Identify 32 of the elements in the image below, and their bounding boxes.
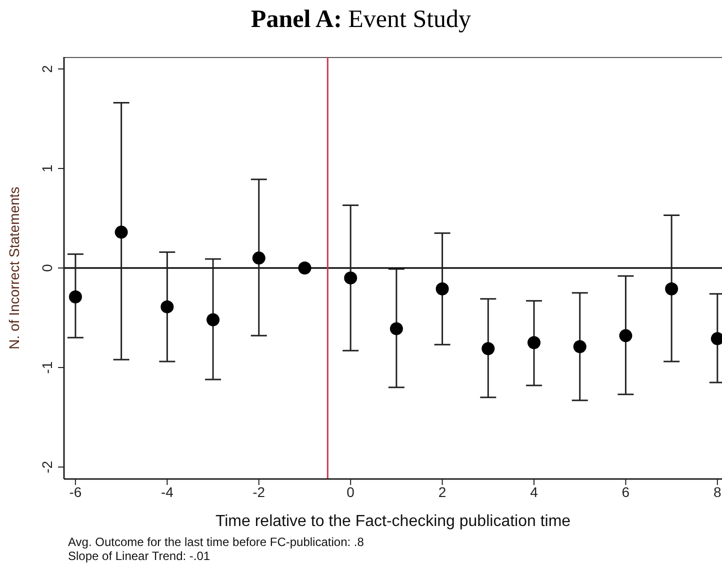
y-axis-title: N. of Incorrect Statements <box>6 186 22 350</box>
point <box>344 271 358 284</box>
x-axis-title: Time relative to the Fact-checking publication time <box>215 513 571 530</box>
point <box>114 226 128 239</box>
point <box>160 300 174 314</box>
y-tick-label: 1 <box>39 164 55 172</box>
x-tick-label: 2 <box>438 484 446 500</box>
x-tick-label: 0 <box>346 484 355 500</box>
y-tick-label: -1 <box>39 361 55 374</box>
chart-title: Panel A: Event Study <box>250 6 472 33</box>
point <box>252 252 266 265</box>
x-tick-label: 8 <box>714 484 722 500</box>
x-tick-label: 4 <box>530 484 538 500</box>
x-tick-label: -4 <box>160 484 174 500</box>
point <box>528 336 540 350</box>
point <box>436 282 449 296</box>
point <box>665 282 678 296</box>
text: Avg. Outcome for the last time before FC-publication: .8 <box>68 535 364 549</box>
y-tick-label: -2 <box>39 460 55 474</box>
point <box>390 322 403 336</box>
text: Slope of Linear Trend: -.01 <box>68 549 212 563</box>
point <box>619 329 632 342</box>
x-tick-label: -6 <box>69 484 82 500</box>
point <box>482 342 495 356</box>
point <box>573 340 586 354</box>
x-tick-label: -2 <box>252 484 266 500</box>
point <box>68 290 82 304</box>
y-tick-label: 0 <box>39 264 55 272</box>
x-tick-label: 6 <box>622 484 630 500</box>
point <box>298 262 312 274</box>
y-tick-label: 2 <box>39 64 55 73</box>
point <box>206 313 220 326</box>
